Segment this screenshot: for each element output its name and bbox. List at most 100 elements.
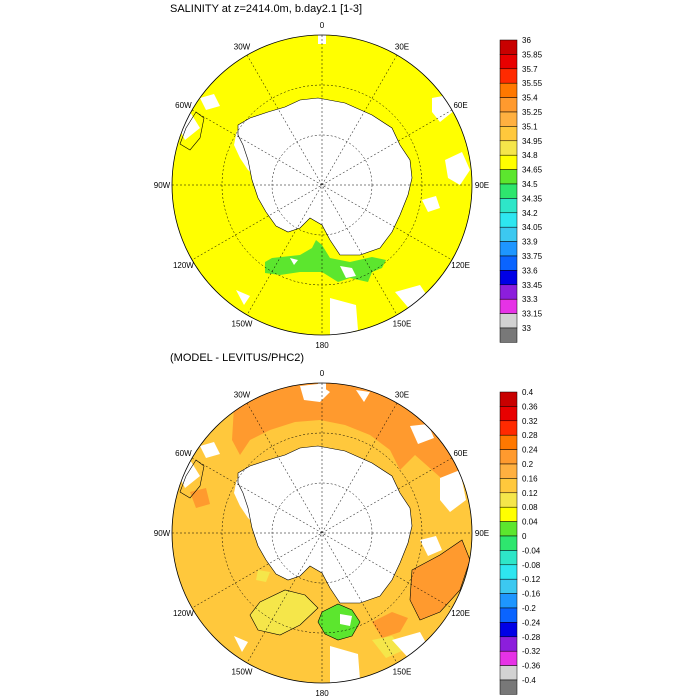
colorbar-label: 0.28 bbox=[522, 431, 538, 440]
colorbar-label: 34.8 bbox=[522, 151, 538, 160]
bottom-colorbar: 0.4 0.36 0.32 0.28 0.24 0.2 0.16 0.12 0.08 0.04 0 -… bbox=[499, 388, 541, 695]
top-green-region bbox=[265, 240, 386, 282]
colorbar-label: 33.75 bbox=[522, 252, 543, 261]
colorbar-swatch bbox=[499, 607, 518, 623]
colorbar-label: 33.6 bbox=[522, 266, 538, 275]
colorbar-label: 35.55 bbox=[522, 79, 543, 88]
colorbar-label: 33.45 bbox=[522, 281, 543, 290]
colorbar-swatch bbox=[499, 212, 518, 228]
colorbar-label: -0.28 bbox=[522, 633, 541, 642]
longitude-label: 120W bbox=[173, 609, 194, 618]
top-longitude-labels: 0 30E 60E 90E 120E 150E 180 150W 120W 90W 60W 30W bbox=[154, 21, 489, 350]
colorbar-label: 36 bbox=[522, 36, 531, 45]
longitude-label: 120E bbox=[451, 609, 470, 618]
colorbar-swatch bbox=[499, 198, 518, 214]
colorbar-swatch bbox=[499, 183, 518, 199]
colorbar-label: 33.3 bbox=[522, 295, 538, 304]
colorbar-swatch bbox=[499, 636, 518, 652]
longitude-label: 90W bbox=[154, 529, 171, 538]
colorbar-swatch bbox=[499, 154, 518, 170]
colorbar-swatch bbox=[499, 284, 518, 300]
colorbar-swatch bbox=[499, 140, 518, 156]
colorbar-swatch bbox=[499, 391, 518, 407]
longitude-label: 120W bbox=[173, 261, 194, 270]
colorbar-swatch bbox=[499, 420, 518, 436]
colorbar-swatch bbox=[499, 622, 518, 638]
colorbar-label: 34.2 bbox=[522, 209, 538, 218]
colorbar-label: -0.32 bbox=[522, 647, 541, 656]
colorbar-swatch bbox=[499, 169, 518, 185]
colorbar-swatch bbox=[499, 564, 518, 580]
longitude-label: 150E bbox=[393, 320, 412, 329]
colorbar-swatch bbox=[499, 255, 518, 271]
colorbar-label: -0.2 bbox=[522, 604, 536, 613]
longitude-label: 90E bbox=[475, 181, 489, 190]
colorbar-label: -0.08 bbox=[522, 561, 541, 570]
colorbar-swatch bbox=[499, 82, 518, 98]
bottom-map: 0 30E 60E 90E 120E 150E 180 150W 120W 90W 60W 30W bbox=[154, 369, 489, 698]
longitude-label: 30W bbox=[234, 42, 251, 51]
colorbar-swatch bbox=[499, 550, 518, 566]
longitude-label: 60W bbox=[175, 101, 192, 110]
colorbar-swatch bbox=[499, 521, 518, 537]
colorbar-swatch bbox=[499, 270, 518, 286]
longitude-label: 180 bbox=[315, 341, 329, 350]
colorbar-swatch bbox=[499, 492, 518, 508]
longitude-label: 30E bbox=[395, 42, 409, 51]
colorbar-swatch bbox=[499, 313, 518, 329]
colorbar-swatch bbox=[499, 650, 518, 666]
bottom-panel-title: (MODEL - LEVITUS/PHC2) bbox=[170, 352, 305, 364]
colorbar-label: 33.9 bbox=[522, 238, 538, 247]
colorbar-swatch bbox=[499, 54, 518, 70]
longitude-label: 0 bbox=[320, 369, 325, 378]
bottom-land-regions bbox=[175, 383, 466, 683]
longitude-label: 90E bbox=[475, 529, 489, 538]
colorbar-label: 0.04 bbox=[522, 518, 538, 527]
longitude-label: 150W bbox=[232, 668, 253, 677]
longitude-label: 150E bbox=[393, 668, 412, 677]
top-map: 0 30E 60E 90E 120E 150E 180 150W 120W 90W 60W 30W bbox=[154, 21, 489, 350]
colorbar-swatch bbox=[499, 535, 518, 551]
longitude-label: 180 bbox=[315, 689, 329, 698]
colorbar-label: -0.24 bbox=[522, 618, 541, 627]
longitude-label: 60E bbox=[453, 101, 467, 110]
top-graticule bbox=[172, 35, 472, 335]
colorbar-label: 0.16 bbox=[522, 474, 538, 483]
colorbar-label: -0.4 bbox=[522, 676, 536, 685]
colorbar-swatch bbox=[499, 327, 518, 343]
longitude-label: 150W bbox=[232, 320, 253, 329]
bottom-map-border bbox=[171, 382, 473, 684]
colorbar-label: 0.24 bbox=[522, 446, 538, 455]
colorbar-label: -0.36 bbox=[522, 662, 541, 671]
longitude-label: 30W bbox=[234, 390, 251, 399]
colorbar-swatch bbox=[499, 68, 518, 84]
colorbar-label: 0.08 bbox=[522, 503, 538, 512]
colorbar-swatch bbox=[499, 434, 518, 450]
longitude-label: 0 bbox=[320, 21, 325, 30]
colorbar-label: 0.36 bbox=[522, 402, 538, 411]
colorbar-label: 35.1 bbox=[522, 122, 538, 131]
top-colorbar: 36 35.85 35.7 35.55 35.4 35.25 35.1 34.95 34.8 34… bbox=[499, 36, 543, 343]
colorbar-label: 35.85 bbox=[522, 50, 543, 59]
colorbar-swatch bbox=[499, 97, 518, 113]
top-map-border bbox=[171, 34, 473, 336]
colorbar-label: 35.4 bbox=[522, 94, 538, 103]
colorbar-swatch bbox=[499, 126, 518, 142]
longitude-label: 60E bbox=[453, 449, 467, 458]
colorbar-swatch bbox=[499, 463, 518, 479]
colorbar-label: 0.12 bbox=[522, 489, 538, 498]
colorbar-label: 34.95 bbox=[522, 137, 543, 146]
bottom-high-regions bbox=[190, 383, 470, 638]
colorbar-label: 34.5 bbox=[522, 180, 538, 189]
colorbar-swatch bbox=[499, 111, 518, 127]
longitude-label: 90W bbox=[154, 181, 171, 190]
colorbar-label: -0.04 bbox=[522, 546, 541, 555]
colorbar-label: 0.2 bbox=[522, 460, 534, 469]
colorbar-label: 33 bbox=[522, 324, 531, 333]
bottom-green-region bbox=[318, 604, 360, 640]
colorbar-label: 34.35 bbox=[522, 194, 543, 203]
colorbar-swatch bbox=[499, 298, 518, 314]
top-land-regions bbox=[175, 35, 470, 335]
colorbar-label: -0.12 bbox=[522, 575, 541, 584]
